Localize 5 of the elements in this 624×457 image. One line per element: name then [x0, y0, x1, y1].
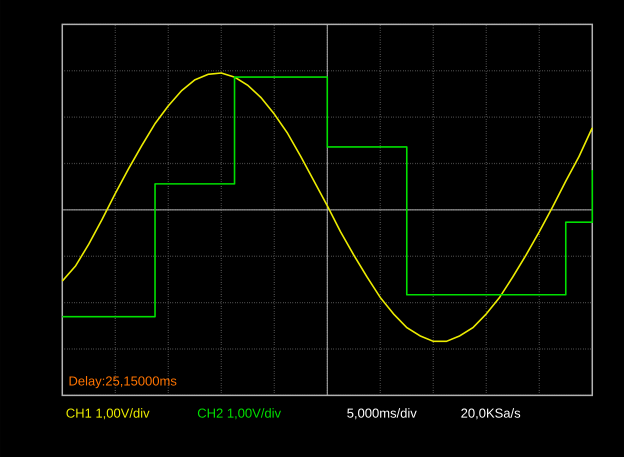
text: CH1 1,00V/div: [66, 408, 150, 420]
text: CH2 1,00V/div: [198, 408, 282, 420]
text: Delay:25,15000ms: [70, 376, 176, 388]
text: 5,000ms/div: [347, 408, 417, 420]
text: 20,0KSa/s: [461, 408, 520, 420]
